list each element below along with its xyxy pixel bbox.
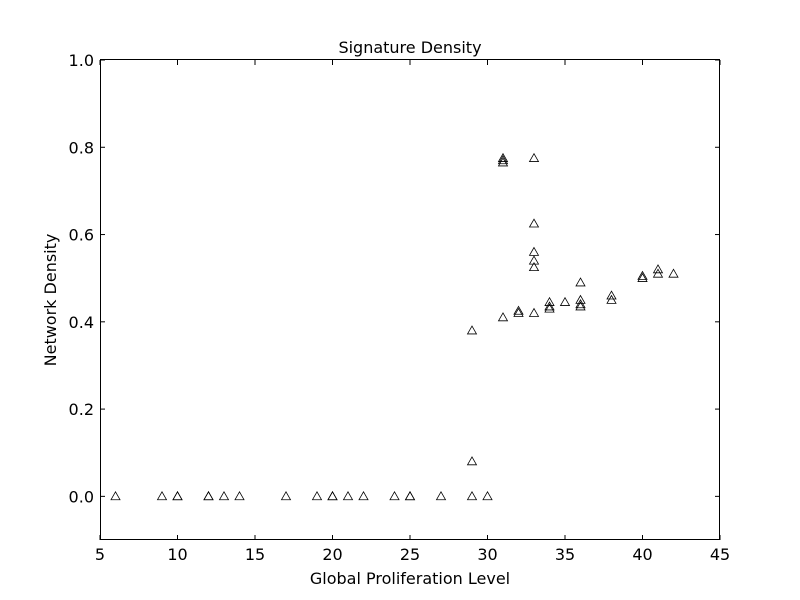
data-point-triangle — [528, 261, 540, 272]
data-point-triangle — [466, 491, 478, 501]
x-tick-label: 5 — [95, 545, 105, 564]
x-tick-label: 40 — [632, 545, 652, 564]
data-point-triangle — [528, 152, 540, 162]
y-tick-label: 1.0 — [69, 51, 94, 70]
y-tick-label: 0.4 — [69, 313, 94, 332]
data-point-triangle — [575, 301, 586, 311]
data-point-triangle — [110, 491, 121, 501]
data-point-triangle — [156, 491, 168, 501]
data-point-triangle — [404, 491, 416, 501]
data-point-triangle — [466, 325, 478, 335]
data-point-triangle — [544, 303, 555, 313]
data-point-triangle — [575, 277, 586, 287]
y-tick-label: 0.2 — [69, 400, 94, 419]
data-point-triangle — [358, 491, 369, 501]
data-point-triangle — [544, 296, 555, 306]
data-point-triangle — [466, 456, 478, 466]
data-point-triangle — [497, 312, 509, 322]
data-point-triangle — [203, 491, 214, 501]
data-point-triangle — [575, 299, 586, 309]
data-point-triangle — [497, 152, 509, 162]
axis-ticks: 5 10 15 20 25 30 35 40 45 0.0 0.2 0.4 0.6 0.8 1.0 — [69, 51, 731, 564]
data-point-triangle — [389, 491, 400, 501]
data-point-triangle — [497, 155, 509, 165]
data-point-triangle — [404, 491, 416, 501]
x-tick-label: 35 — [555, 545, 575, 564]
x-tick-label: 45 — [710, 545, 730, 564]
data-point-triangle — [668, 268, 679, 278]
data-point-triangle — [435, 491, 447, 501]
data-point-triangle — [482, 491, 493, 501]
y-tick-label: 0.6 — [69, 226, 94, 245]
data-point-triangle — [637, 270, 648, 280]
data-point-triangle — [513, 305, 524, 315]
data-point-triangle — [637, 272, 648, 282]
data-point-triangle — [652, 264, 664, 274]
x-tick-label: 25 — [400, 545, 420, 564]
x-tick-label: 15 — [245, 545, 265, 564]
data-point-triangle — [652, 268, 664, 278]
data-point-triangle — [172, 491, 183, 501]
data-points — [110, 152, 679, 501]
data-point-triangle — [606, 290, 617, 300]
data-point-triangle — [327, 491, 338, 501]
x-tick-label: 30 — [477, 545, 497, 564]
y-axis-label: Network Density — [41, 234, 60, 367]
data-point-triangle — [327, 491, 338, 501]
data-point-triangle — [528, 218, 540, 228]
data-point-triangle — [342, 491, 354, 501]
data-point-triangle — [497, 157, 509, 167]
data-point-triangle — [280, 491, 292, 501]
data-point-triangle — [528, 246, 540, 256]
data-point-triangle — [528, 255, 540, 265]
data-point-triangle — [606, 294, 617, 304]
y-tick-label: 0.8 — [69, 138, 94, 157]
x-tick-label: 10 — [167, 545, 187, 564]
data-point-triangle — [172, 491, 183, 501]
plot-frame — [100, 59, 720, 540]
data-point-triangle — [311, 491, 323, 501]
data-point-triangle — [203, 491, 214, 501]
x-tick-label: 20 — [322, 545, 342, 564]
data-point-triangle — [544, 301, 555, 311]
x-axis-label: Global Proliferation Level — [310, 569, 510, 588]
data-point-triangle — [575, 294, 586, 304]
data-point-triangle — [218, 491, 230, 501]
data-point-triangle — [559, 296, 571, 306]
chart-title: Signature Density — [338, 38, 481, 57]
data-point-triangle — [528, 307, 540, 317]
data-point-triangle — [234, 491, 245, 501]
y-tick-label: 0.0 — [69, 487, 94, 506]
data-point-triangle — [513, 307, 524, 317]
